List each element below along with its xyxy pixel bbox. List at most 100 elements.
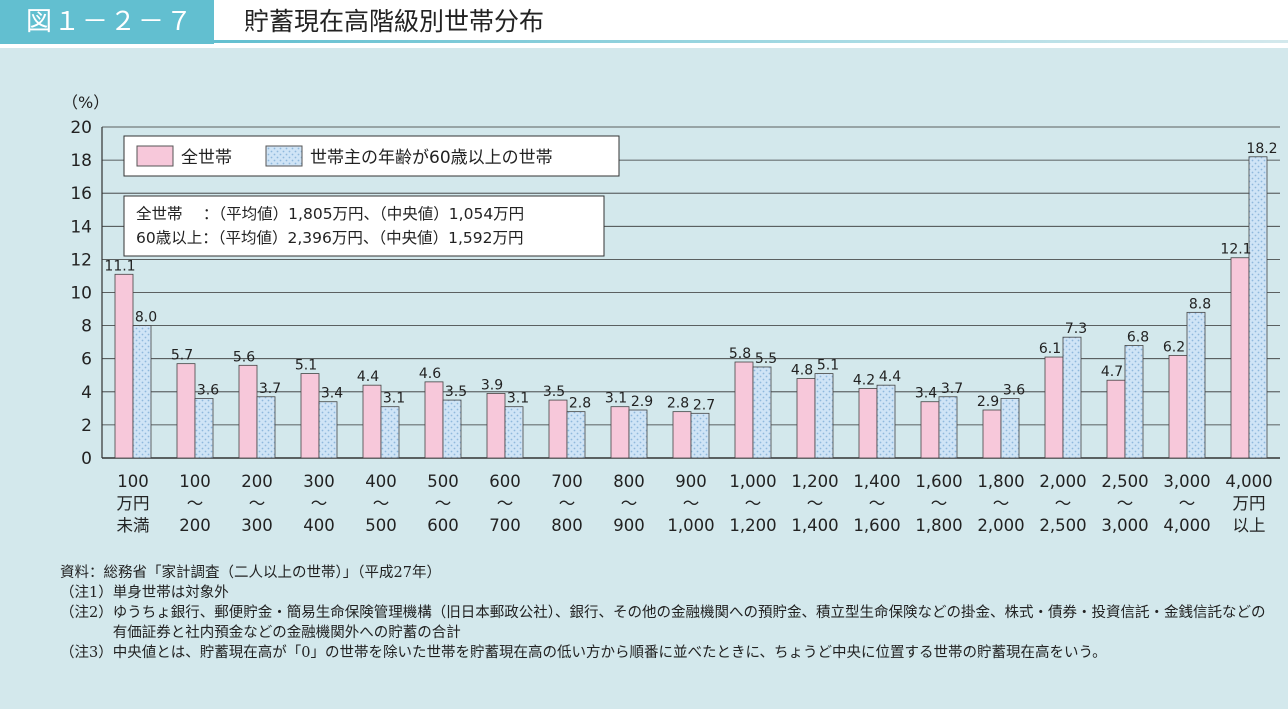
data-label-elderly-households: 3.7 [259,381,281,397]
bar-all-households [548,399,568,459]
legend-swatch-elderly-households [265,145,303,167]
data-label-all-households: 6.2 [1163,339,1185,355]
x-tick-label: 1,800 [977,472,1024,491]
bar-all-households [610,406,630,459]
x-tick-label: ～ [993,494,1010,513]
x-tick-label: 200 [179,516,211,535]
x-tick-label: 未満 [117,516,150,535]
bar-all-households [672,411,692,459]
x-tick-label: ～ [683,494,700,513]
note-line: 資料： 総務省「家計調査（二人以上の世帯）」（平成27年） [60,563,1275,583]
x-tick-label: ～ [621,494,638,513]
data-label-elderly-households: 18.2 [1246,141,1277,157]
info-line-elderly-households: 60歳以上：（平均値）2,396万円、（中央値）1,592万円 [136,229,523,247]
data-label-all-households: 4.8 [791,363,813,379]
bar-elderly-households [1000,398,1020,459]
note-label: （注1） [60,585,113,601]
data-label-elderly-households: 6.8 [1127,329,1149,345]
data-label-all-households: 5.8 [729,346,751,362]
bar-all-households [1044,356,1064,459]
bar-all-households [300,373,320,459]
x-tick-label: 万円 [1233,494,1266,513]
note-label: 資料： [60,565,104,581]
x-tick-label: 1,000 [667,516,714,535]
data-label-all-households: 3.4 [915,386,937,402]
bar-all-households [796,378,816,459]
bar-elderly-households [1186,311,1206,459]
bar-elderly-households [442,399,462,459]
x-tick-label: 500 [427,472,459,491]
x-tick-label: ～ [931,494,948,513]
bar-all-households [1168,354,1188,459]
x-tick-label: ～ [249,494,266,513]
data-label-elderly-households: 2.8 [569,396,591,412]
data-label-all-households: 4.2 [853,372,875,388]
data-label-all-households: 3.5 [543,384,565,400]
x-tick-label: 2,000 [1039,472,1086,491]
x-tick-label: 1,000 [729,472,776,491]
bar-all-households [1106,379,1126,459]
x-tick-label: ～ [435,494,452,513]
y-tick-label: 4 [81,383,92,403]
data-label-elderly-households: 3.4 [321,386,343,402]
data-label-elderly-households: 5.1 [817,358,839,374]
x-tick-label: 100 [179,472,211,491]
y-tick-label: 18 [70,151,92,171]
data-label-all-households: 5.7 [171,348,193,364]
data-label-all-households: 4.7 [1101,364,1123,380]
info-line-all-households: 全世帯 ：（平均値）1,805万円、（中央値）1,054万円 [136,205,524,223]
y-tick-label: 14 [70,217,92,237]
data-label-elderly-households: 4.4 [879,369,901,385]
data-label-elderly-households: 2.9 [631,394,653,410]
data-label-elderly-households: 3.1 [383,391,405,407]
x-tick-label: ～ [559,494,576,513]
x-tick-label: 900 [613,516,645,535]
figure-title: 貯蓄現在高階級別世帯分布 [244,7,545,36]
legend: 全世帯 世帯主の年齢が60歳以上の世帯 [123,135,620,177]
x-tick-label: 4,000 [1225,472,1272,491]
y-tick-label: 10 [70,284,92,304]
x-tick-label: 1,600 [853,516,900,535]
data-label-all-households: 3.9 [481,377,503,393]
data-label-elderly-households: 7.3 [1065,321,1087,337]
x-tick-label: 以上 [1233,516,1266,535]
data-label-all-households: 2.8 [667,396,689,412]
header-rule [214,40,1288,43]
bars [114,156,1268,459]
note-text: 総務省「家計調査（二人以上の世帯）」（平成27年） [103,565,441,581]
y-tick-label: 16 [70,184,92,204]
x-tick-label: ～ [373,494,390,513]
bar-all-households [920,401,940,459]
bar-elderly-households [1248,156,1268,459]
y-tick-label: 20 [70,118,92,138]
bar-elderly-households [566,411,586,459]
bar-elderly-households [132,325,152,459]
data-label-elderly-households: 3.7 [941,381,963,397]
bar-elderly-households [256,396,276,459]
x-tick-label: 800 [551,516,583,535]
x-tick-label: 700 [551,472,583,491]
data-label-all-households: 12.1 [1220,242,1251,258]
y-tick-label: 8 [81,317,92,337]
x-tick-label: 1,600 [915,472,962,491]
legend-label-all-households: 全世帯 [181,148,232,168]
data-label-elderly-households: 8.0 [135,310,157,326]
average-median-info-box: 全世帯 ：（平均値）1,805万円、（中央値）1,054万円 60歳以上：（平均… [123,195,605,257]
y-tick-label: 6 [81,350,92,370]
x-tick-label: ～ [807,494,824,513]
data-label-elderly-households: 3.6 [197,382,219,398]
data-label-all-households: 11.1 [104,258,135,274]
x-tick-label: ～ [869,494,886,513]
bar-elderly-households [194,398,214,459]
x-tick-label: ～ [311,494,328,513]
x-tick-label: 300 [241,516,273,535]
data-label-all-households: 3.1 [605,391,627,407]
data-label-elderly-households: 3.5 [445,384,467,400]
note-label: （注3） [60,645,113,661]
x-tick-label: 1,200 [791,472,838,491]
figure-number-badge: 図１－２－７ [0,0,214,44]
x-tick-label: 100 [117,472,149,491]
bar-all-households [238,364,258,459]
data-label-all-households: 6.1 [1039,341,1061,357]
